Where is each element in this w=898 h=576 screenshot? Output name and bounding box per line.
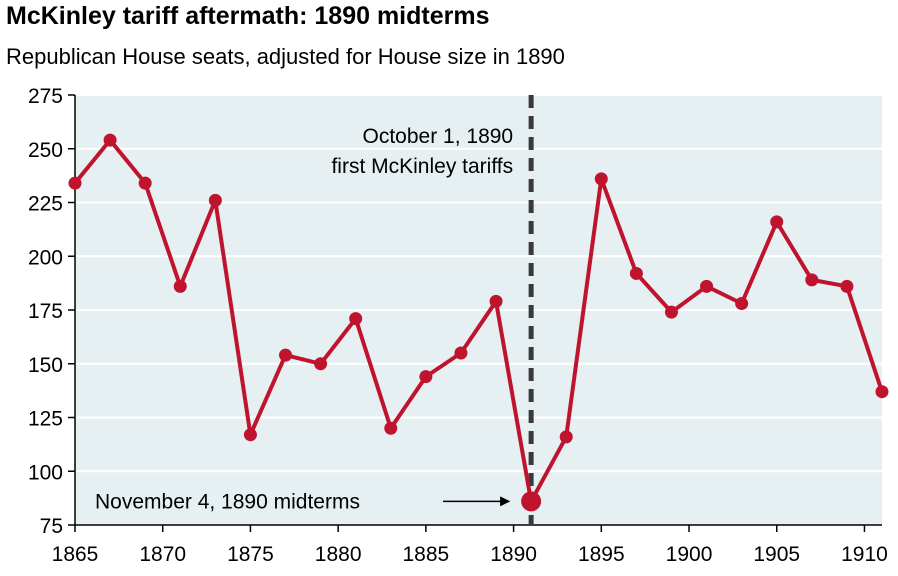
x-tick-label-1865: 1865: [52, 543, 99, 566]
y-tick-label-200: 200: [28, 246, 63, 269]
data-point-1867: [103, 133, 117, 147]
data-point-1879: [314, 357, 328, 371]
data-point-1871: [173, 279, 187, 293]
y-tick-label-175: 175: [28, 300, 63, 323]
x-tick-label-1900: 1900: [666, 543, 713, 566]
data-point-1891: [521, 491, 542, 512]
chart-subtitle: Republican House seats, adjusted for Hou…: [6, 44, 565, 69]
annotation-midterms: November 4, 1890 midterms: [95, 490, 360, 513]
data-point-1909: [840, 279, 854, 293]
y-tick-label-100: 100: [28, 461, 63, 484]
y-tick-label-250: 250: [28, 139, 63, 162]
data-point-1895: [594, 172, 608, 186]
data-point-1873: [208, 193, 222, 207]
series-line: [73, 138, 884, 504]
data-point-1865: [68, 176, 82, 190]
data-point-1901: [700, 279, 714, 293]
data-point-1907: [805, 273, 819, 287]
data-point-1899: [664, 305, 678, 319]
data-point-1885: [419, 370, 433, 384]
y-tick-label-75: 75: [40, 515, 63, 538]
x-tick-label-1895: 1895: [578, 543, 625, 566]
y-tick-label-275: 275: [28, 85, 63, 108]
data-point-1905: [770, 215, 784, 229]
annotation-tariff-line-2: first McKinley tariffs: [331, 155, 513, 178]
y-tick-label-225: 225: [28, 193, 63, 216]
x-tick-label-1880: 1880: [315, 543, 362, 566]
data-point-1875: [243, 428, 257, 442]
x-tick-label-1875: 1875: [227, 543, 274, 566]
data-point-1903: [735, 297, 749, 311]
data-point-1887: [454, 346, 468, 360]
data-point-1877: [279, 348, 293, 362]
data-point-1869: [138, 176, 152, 190]
x-tick-label-1905: 1905: [753, 543, 800, 566]
data-point-1881: [349, 312, 363, 326]
x-tick-label-1910: 1910: [841, 543, 888, 566]
data-point-1893: [559, 430, 573, 444]
y-tick-label-125: 125: [28, 408, 63, 431]
x-tick-label-1870: 1870: [139, 543, 186, 566]
chart-title: McKinley tariff aftermath: 1890 midterms: [6, 2, 490, 30]
data-point-1889: [489, 294, 503, 308]
data-point-1883: [384, 421, 398, 435]
x-tick-label-1890: 1890: [490, 543, 537, 566]
data-point-1911: [875, 385, 889, 399]
y-tick-label-150: 150: [28, 354, 63, 377]
x-tick-label-1885: 1885: [403, 543, 450, 566]
data-point-1897: [629, 266, 643, 280]
annotation-tariff-line-1: October 1, 1890: [363, 125, 514, 148]
